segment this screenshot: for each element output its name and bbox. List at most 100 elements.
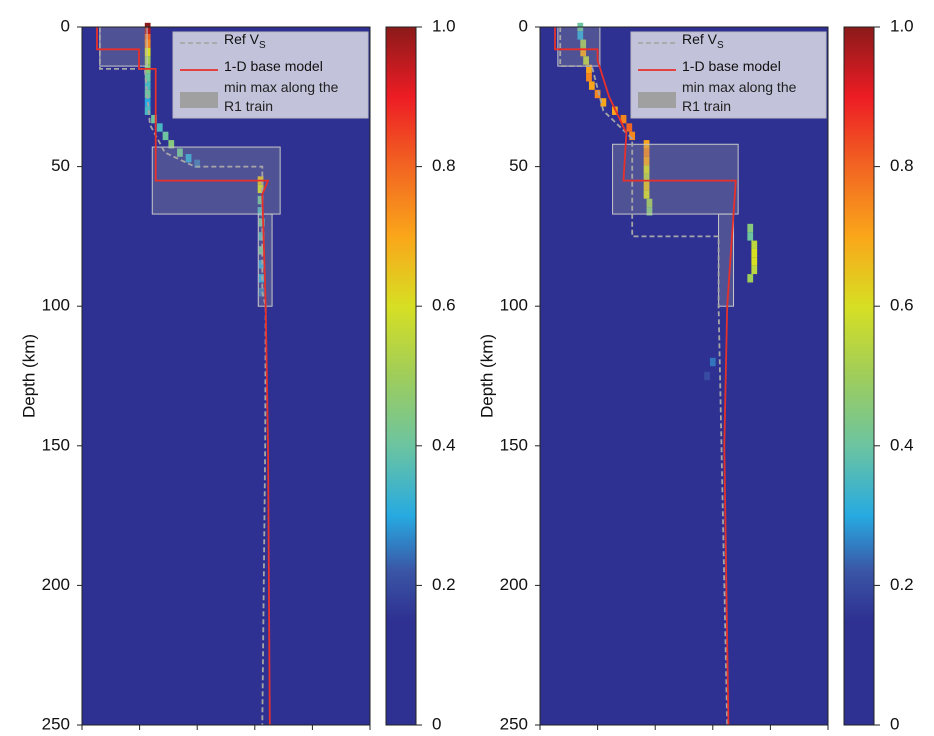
heat-cell [580, 47, 587, 57]
heat-cell [144, 106, 151, 115]
heat-cell [257, 184, 264, 194]
colorbar-tick-label: 0 [432, 714, 441, 731]
heat-cell [144, 73, 151, 82]
heat-cell [620, 114, 627, 124]
legend-text: Ref V [224, 31, 260, 47]
plot-background [540, 27, 828, 725]
heat-cell [709, 357, 716, 367]
heat-cell [626, 123, 633, 132]
heat-cell [643, 156, 650, 166]
heat-cell [194, 159, 201, 168]
legend-label: Ref VS [224, 31, 266, 51]
heat-cell [144, 33, 151, 43]
range-box [612, 143, 739, 215]
series-line [554, 27, 737, 726]
heat-cell [751, 248, 758, 258]
heat-cell [586, 64, 592, 74]
y-tick-label: 100 [42, 296, 70, 315]
heat-cell [751, 257, 758, 266]
y-tick-label: 0 [61, 16, 70, 35]
legend-subscript: S [717, 40, 724, 51]
heat-cell [643, 190, 650, 199]
range-box [718, 213, 735, 307]
legend-swatch [638, 92, 676, 108]
legend-label-box: min max along the R1 train [224, 79, 339, 114]
plot-background [82, 27, 370, 725]
colorbar-tick-label: 0.6 [432, 296, 456, 315]
heat-cell [643, 181, 650, 191]
heat-cell [629, 131, 636, 141]
heat-cell [643, 148, 650, 157]
colorbar-tick-label: 0 [890, 714, 899, 731]
plot-frame [81, 26, 371, 726]
colorbar [843, 26, 875, 726]
heat-cell [580, 39, 587, 48]
heat-cell [144, 39, 151, 48]
y-tick-label: 100 [500, 296, 528, 315]
colorbar-tick-label: 1.0 [432, 16, 456, 35]
heat-cell [646, 198, 653, 208]
colorbar-tick-label: 0.4 [432, 435, 456, 454]
heat-cell [144, 81, 151, 90]
heat-cell [258, 246, 265, 255]
colorbar-tick-label: 0.8 [432, 156, 456, 175]
heat-cell [185, 154, 192, 163]
heat-cell [594, 89, 601, 99]
heat-cell [144, 47, 151, 57]
legend-label: min max along the R1 train [682, 79, 797, 114]
heat-cell [747, 274, 754, 283]
legend-label-box: min max along the R1 train [682, 79, 797, 114]
heat-cell [588, 81, 595, 90]
heat-cell [168, 140, 175, 149]
y-tick-label: 0 [519, 16, 528, 35]
colorbar-tick-label: 0.4 [890, 435, 914, 454]
heat-cell [144, 56, 151, 65]
colorbar-tick-label: 0.2 [890, 575, 914, 594]
heat-cell [747, 223, 754, 233]
colorbar-tick-label: 0.6 [890, 296, 914, 315]
heat-cell [144, 28, 151, 37]
colorbar [385, 26, 417, 726]
heat-cell [643, 173, 650, 182]
y-tick-label: 200 [500, 575, 528, 594]
heat-cell [704, 371, 710, 381]
legend-swatch [180, 92, 218, 108]
range-box [99, 26, 148, 67]
y-tick-label: 200 [42, 575, 70, 594]
heat-cell [747, 232, 754, 241]
series-line [96, 27, 271, 726]
heat-cell [600, 98, 607, 107]
legend-subscript: S [259, 40, 266, 51]
y-axis-label: Depth (km) [19, 334, 38, 418]
y-tick-label: 150 [42, 435, 70, 454]
heat-cell [257, 195, 264, 205]
heat-cell [586, 73, 592, 82]
y-tick-label: 50 [51, 156, 70, 175]
colorbar-tick-label: 0.8 [890, 156, 914, 175]
heat-cell [156, 123, 163, 132]
colorbar-tick-label: 0.2 [432, 575, 456, 594]
y-tick-label: 250 [42, 714, 70, 731]
y-axis-label: Depth (km) [477, 334, 496, 418]
legend-text: 1-D base model [224, 58, 323, 74]
y-tick-label: 50 [509, 156, 528, 175]
heat-cell [751, 265, 758, 275]
heat-cell [646, 207, 653, 216]
colorbar-tick-label: 1.0 [890, 16, 914, 35]
legend-label: 1-D base model [682, 58, 781, 74]
heat-cell [751, 240, 758, 249]
legend-text: 1-D base model [682, 58, 781, 74]
range-box [557, 26, 601, 67]
plot-frame [539, 26, 829, 726]
legend-text: Ref V [682, 31, 718, 47]
heat-cell [643, 165, 650, 174]
legend-label: min max along the R1 train [224, 79, 339, 114]
heat-cell [583, 56, 589, 65]
legend-label: 1-D base model [224, 58, 323, 74]
heat-cell [177, 148, 183, 157]
heat-cell [577, 31, 584, 40]
heat-cell [257, 207, 264, 216]
y-tick-label: 150 [500, 435, 528, 454]
series-line [559, 27, 729, 726]
